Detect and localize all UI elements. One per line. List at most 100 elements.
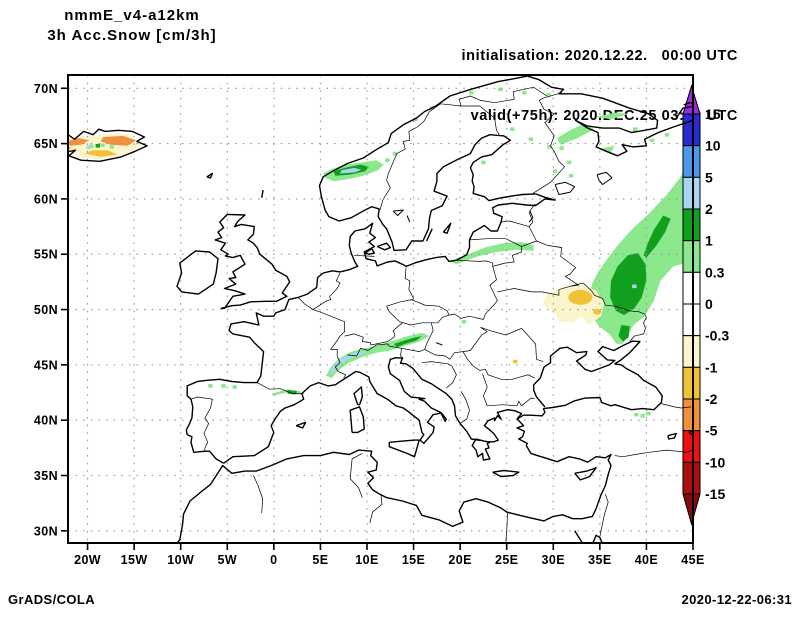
snow-speck bbox=[287, 390, 292, 394]
lon-tick-label: 20E bbox=[448, 553, 471, 567]
plot-title-block: nmmE_v4-a12km 3h Acc.Snow [cm/3h] bbox=[18, 6, 246, 46]
country-border bbox=[480, 326, 522, 336]
lake-outline bbox=[435, 342, 443, 346]
country-border bbox=[349, 453, 363, 498]
snow-speck bbox=[510, 127, 515, 132]
colorbar-label: 15 bbox=[705, 106, 721, 122]
country-border bbox=[347, 343, 402, 357]
snow-speck bbox=[568, 173, 574, 178]
snow-speck bbox=[392, 151, 398, 156]
colorbar-segment bbox=[682, 398, 701, 432]
country-border bbox=[536, 240, 580, 287]
coastline bbox=[185, 75, 693, 464]
coastline bbox=[675, 105, 693, 119]
country-border bbox=[484, 369, 535, 380]
coastline bbox=[574, 530, 584, 543]
snow-shading bbox=[68, 87, 693, 418]
country-border bbox=[353, 254, 375, 257]
coastline bbox=[667, 432, 677, 440]
country-border bbox=[369, 495, 383, 524]
lake-outline bbox=[554, 181, 576, 195]
lat-tick-label: 55N bbox=[34, 248, 58, 262]
snow-region bbox=[68, 138, 90, 146]
snow-region bbox=[340, 167, 362, 174]
lon-tick-label: 5W bbox=[217, 553, 237, 567]
coastline bbox=[574, 467, 597, 481]
snow-speck bbox=[546, 93, 551, 97]
country-border bbox=[483, 266, 498, 320]
snow-speck bbox=[497, 87, 503, 92]
snow-speck bbox=[208, 384, 213, 388]
lon-tick-label: 10E bbox=[355, 553, 378, 567]
coastline bbox=[295, 421, 307, 429]
coastline bbox=[206, 172, 214, 179]
lon-tick-label: 20W bbox=[74, 553, 101, 567]
country-border bbox=[400, 322, 434, 359]
lon-tick-label: 45E bbox=[681, 553, 704, 567]
snow-speck bbox=[566, 160, 572, 165]
snow-speck bbox=[528, 137, 534, 141]
snow-speck bbox=[649, 138, 655, 143]
snow-speck bbox=[469, 90, 474, 95]
country-border bbox=[424, 327, 488, 360]
creation-timestamp: 2020-12-22-06:31 bbox=[681, 592, 792, 607]
coastline bbox=[592, 534, 603, 543]
snow-region bbox=[610, 253, 647, 316]
snow-speck bbox=[385, 158, 390, 162]
country-border bbox=[532, 92, 565, 194]
colorbar-label: 1 bbox=[705, 233, 713, 249]
country-border bbox=[297, 297, 345, 337]
model-name-title: nmmE_v4-a12km bbox=[64, 7, 200, 24]
colorbar-label: 0 bbox=[705, 296, 713, 312]
colorbar-segment bbox=[682, 271, 701, 305]
snow-region bbox=[596, 112, 629, 120]
snow-region bbox=[394, 336, 422, 348]
colorbar-label: -10 bbox=[705, 454, 725, 470]
lat-tick-label: 35N bbox=[34, 469, 58, 483]
colorbar-segment bbox=[682, 176, 701, 210]
lon-tick-label: 10W bbox=[167, 553, 194, 567]
lat-tick-label: 30N bbox=[34, 524, 58, 538]
lon-tick-label: 25E bbox=[495, 553, 518, 567]
snow-region bbox=[643, 215, 671, 258]
country-border bbox=[256, 382, 304, 394]
coastline bbox=[223, 340, 663, 464]
lat-tick-label: 70N bbox=[34, 82, 58, 96]
colorbar-segment bbox=[682, 113, 701, 147]
snow-speck bbox=[633, 127, 638, 132]
country-border bbox=[492, 203, 537, 267]
country-border bbox=[344, 322, 403, 346]
snow-speck bbox=[633, 412, 639, 417]
country-border bbox=[386, 299, 450, 316]
lake-outline bbox=[406, 215, 411, 223]
snow-region bbox=[598, 145, 615, 154]
lat-tick-label: 40N bbox=[34, 414, 58, 428]
coastline bbox=[388, 439, 420, 458]
colorbar-segment bbox=[682, 303, 701, 337]
country-border bbox=[462, 351, 486, 371]
country-border bbox=[190, 396, 213, 452]
initialisation-line: initialisation: 2020.12.22. 00:00 UTC bbox=[461, 48, 738, 64]
colorbar-label: 2 bbox=[705, 201, 713, 217]
lat-tick-label: 45N bbox=[34, 358, 58, 372]
snow-speck bbox=[664, 132, 670, 137]
snow-speck bbox=[559, 146, 564, 150]
snow-speck bbox=[640, 413, 645, 418]
lat-tick-label: 65N bbox=[34, 137, 58, 151]
snow-speck bbox=[552, 169, 558, 174]
country-border bbox=[386, 306, 450, 326]
coastline bbox=[442, 222, 452, 234]
snow-speck bbox=[646, 411, 651, 416]
lon-tick-label: 15E bbox=[402, 553, 425, 567]
lake-outline bbox=[528, 210, 534, 223]
country-border bbox=[404, 267, 415, 301]
axes: 70N 65N 60N 55N 50N 45N 40N 35N 30N 20W 15W 10W 5W 0 5… bbox=[34, 82, 704, 567]
snow-speck bbox=[522, 90, 527, 95]
snow-speck bbox=[481, 160, 486, 165]
snow-speck bbox=[86, 145, 91, 150]
country-borders bbox=[190, 86, 693, 543]
colorbar-label: -1 bbox=[705, 359, 718, 375]
snow-speck bbox=[632, 284, 637, 289]
snow-region bbox=[568, 289, 593, 305]
